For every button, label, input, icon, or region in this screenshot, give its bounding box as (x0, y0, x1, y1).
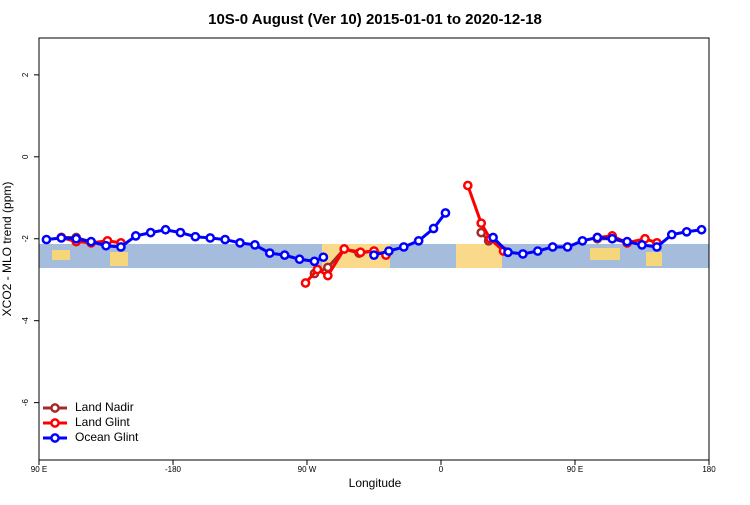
data-point (666, 229, 677, 240)
legend-marker (50, 418, 60, 428)
data-point (116, 242, 126, 252)
x-tick-label: -180 (165, 465, 182, 474)
legend-marker (50, 403, 60, 413)
x-axis-label: Longitude (349, 476, 402, 490)
x-tick-label: 180 (702, 465, 716, 474)
data-point (532, 246, 543, 256)
data-point (56, 233, 67, 243)
data-point (384, 246, 394, 256)
data-point (696, 224, 707, 235)
y-tick-label: -4 (21, 317, 30, 325)
data-point (428, 223, 439, 234)
data-point (279, 250, 290, 260)
data-point (488, 232, 498, 243)
legend-label: Land Nadir (75, 400, 134, 414)
data-point (190, 231, 201, 242)
data-point (652, 242, 662, 252)
data-point (355, 247, 366, 258)
land-patch (590, 248, 620, 260)
data-point (41, 234, 52, 245)
data-point (607, 233, 618, 244)
data-point (681, 226, 692, 237)
land-patch (646, 252, 662, 266)
data-point (250, 240, 260, 250)
data-point (562, 242, 573, 252)
data-point (71, 233, 82, 244)
y-tick-label: -6 (21, 399, 30, 407)
x-tick-label: 90 E (567, 465, 583, 474)
data-point (503, 247, 513, 258)
chart-title: 10S-0 August (Ver 10) 2015-01-01 to 2020… (208, 11, 542, 28)
y-axis-label: XCO2 - MLO trend (ppm) (0, 182, 14, 317)
data-point (369, 250, 379, 260)
data-point (264, 248, 275, 258)
data-point (86, 236, 96, 247)
data-point (547, 242, 558, 252)
data-point (622, 236, 632, 247)
data-point (220, 234, 230, 245)
data-point (518, 249, 528, 259)
data-point (235, 238, 245, 248)
data-point (130, 231, 141, 241)
data-point (294, 254, 305, 265)
data-point (145, 227, 156, 238)
legend-label: Land Glint (75, 415, 130, 429)
data-point (300, 278, 311, 288)
data-point (462, 180, 473, 191)
land-patch (52, 250, 70, 260)
data-point (476, 218, 487, 229)
data-point (101, 240, 111, 251)
data-point (175, 227, 186, 238)
land-patch (110, 252, 128, 266)
legend-marker (50, 433, 60, 443)
y-tick-label: 0 (21, 154, 30, 159)
y-tick-label: -2 (21, 235, 30, 243)
data-point (309, 256, 320, 267)
data-point (398, 242, 409, 252)
y-tick-label: 2 (21, 72, 30, 77)
land-patch (456, 244, 502, 268)
legend-label: Ocean Glint (75, 430, 139, 444)
data-point (322, 270, 333, 281)
x-tick-label: 90 W (298, 465, 317, 474)
data-point (440, 208, 451, 218)
plot-frame (38, 37, 710, 461)
data-point (413, 235, 424, 246)
x-tick-label: 0 (439, 465, 444, 474)
data-point (160, 224, 171, 235)
x-tick-label: 90 E (31, 465, 47, 474)
data-point (637, 240, 647, 250)
data-point (577, 235, 588, 246)
data-point (339, 244, 350, 254)
data-point (476, 227, 487, 238)
data-point (312, 264, 323, 275)
data-point (205, 233, 216, 243)
data-point (318, 252, 329, 263)
data-point (592, 232, 603, 243)
